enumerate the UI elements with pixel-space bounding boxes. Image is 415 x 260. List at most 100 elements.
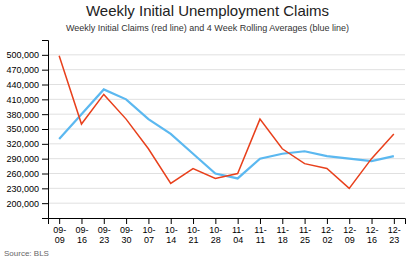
plot: 200,000230,000260,000290,000320,000350,0… bbox=[6, 41, 405, 245]
source: Source: BLS bbox=[4, 249, 49, 258]
y-tick-mark bbox=[42, 174, 48, 175]
grid-line bbox=[48, 114, 405, 115]
x-tick-label: 12-16 bbox=[366, 225, 379, 244]
x-tick-label-line: 07 bbox=[144, 235, 154, 245]
y-tick: 410,000 bbox=[6, 95, 48, 105]
x-tick-label: 10-14 bbox=[165, 225, 178, 244]
y-tick-label: 410,000 bbox=[6, 95, 39, 105]
y-tick: 260,000 bbox=[6, 169, 48, 179]
x-tick-mark bbox=[260, 218, 261, 224]
x-tick-label-line: 23 bbox=[389, 235, 399, 245]
x-tick-label-line: 11 bbox=[256, 235, 265, 245]
y-tick-mark bbox=[42, 70, 48, 71]
y-tick-mark bbox=[42, 129, 48, 130]
y-axis: 200,000230,000260,000290,000320,000350,0… bbox=[6, 41, 48, 219]
x-tick-label: 10-07 bbox=[142, 225, 155, 244]
x-axis-line bbox=[49, 219, 406, 225]
grid-line bbox=[48, 203, 405, 204]
x-tick: 10-21 bbox=[187, 218, 200, 245]
x-tick: 09-16 bbox=[75, 218, 88, 245]
series-line bbox=[59, 56, 394, 189]
y-tick-label: 260,000 bbox=[6, 169, 39, 179]
x-tick-mark bbox=[282, 218, 283, 224]
y-tick-label: 500,000 bbox=[6, 50, 39, 60]
y-tick: 380,000 bbox=[6, 110, 48, 120]
x-tick-label-line: 09 bbox=[55, 235, 65, 245]
x-tick-mark bbox=[305, 218, 306, 224]
x-tick: 12-16 bbox=[366, 218, 379, 245]
y-tick: 320,000 bbox=[6, 139, 48, 149]
grid-line bbox=[48, 173, 405, 174]
y-tick-mark bbox=[42, 114, 48, 115]
y-tick-label: 290,000 bbox=[6, 154, 39, 164]
x-tick-label-line: 16 bbox=[77, 235, 87, 245]
y-tick-mark bbox=[42, 159, 48, 160]
x-tick-label: 09-16 bbox=[75, 225, 88, 244]
y-tick: 290,000 bbox=[6, 154, 48, 164]
x-tick-label-line: 30 bbox=[122, 235, 132, 245]
x-tick-label: 12-02 bbox=[321, 225, 334, 244]
y-tick-label: 350,000 bbox=[6, 124, 39, 134]
title: Weekly Initial Unemployment Claims bbox=[86, 2, 329, 19]
x-tick-label: 11-18 bbox=[277, 225, 289, 244]
x-tick: 09-23 bbox=[98, 218, 111, 245]
y-tick-label: 230,000 bbox=[6, 184, 39, 194]
grid-line bbox=[48, 143, 405, 144]
x-tick-label: 12-23 bbox=[388, 225, 401, 244]
x-tick-mark bbox=[81, 218, 82, 224]
grid-line bbox=[48, 188, 405, 189]
y-tick-mark bbox=[42, 188, 48, 189]
x-tick-mark bbox=[215, 218, 216, 224]
x-tick-label: 11-11 bbox=[254, 225, 266, 244]
x-tick-mark bbox=[59, 218, 60, 224]
x-tick-mark bbox=[104, 218, 105, 224]
x-tick-label-line: 14 bbox=[166, 235, 176, 245]
y-tick: 440,000 bbox=[6, 80, 48, 90]
y-tick-mark bbox=[42, 144, 48, 145]
x-tick: 09-09 bbox=[53, 218, 66, 245]
grid-line bbox=[48, 69, 405, 70]
x-tick-mark bbox=[372, 218, 373, 224]
x-tick-mark bbox=[126, 218, 127, 224]
grid bbox=[48, 55, 405, 203]
grid-line bbox=[48, 84, 405, 85]
y-axis-line bbox=[42, 41, 49, 219]
x-tick-mark bbox=[171, 218, 172, 224]
x-tick: 11-25 bbox=[299, 218, 311, 245]
x-tick-label: 11-04 bbox=[232, 225, 244, 244]
x-tick-label-line: 09 bbox=[345, 235, 355, 245]
x-tick: 11-11 bbox=[254, 218, 266, 245]
y-tick-mark bbox=[42, 203, 48, 204]
series-line bbox=[59, 89, 394, 178]
y-tick: 470,000 bbox=[6, 65, 48, 75]
x-tick-label-line: 18 bbox=[278, 235, 288, 245]
y-tick-label: 380,000 bbox=[6, 110, 39, 120]
x-tick: 11-18 bbox=[277, 218, 289, 245]
y-tick: 500,000 bbox=[6, 50, 48, 60]
x-tick-label-line: 28 bbox=[211, 235, 221, 245]
x-tick: 12-09 bbox=[343, 218, 356, 245]
x-tick: 10-07 bbox=[142, 218, 155, 245]
chart: Weekly Initial Unemployment Claims Weekly… bbox=[0, 0, 415, 260]
x-tick-label-line: 02 bbox=[322, 235, 332, 245]
grid-line bbox=[48, 54, 405, 55]
x-tick: 11-04 bbox=[232, 218, 244, 245]
x-tick-label-line: 23 bbox=[99, 235, 109, 245]
y-tick: 350,000 bbox=[6, 124, 48, 134]
y-tick-mark bbox=[42, 99, 48, 100]
x-tick-mark bbox=[148, 218, 149, 224]
x-tick-label-line: 04 bbox=[233, 235, 243, 245]
x-tick-mark bbox=[327, 218, 328, 224]
y-tick: 230,000 bbox=[6, 184, 48, 194]
x-tick: 10-14 bbox=[165, 218, 178, 245]
x-tick-label-line: 21 bbox=[189, 235, 199, 245]
x-tick: 12-23 bbox=[388, 218, 401, 245]
lines bbox=[59, 56, 394, 189]
x-tick: 10-28 bbox=[209, 218, 222, 245]
x-tick-label: 12-09 bbox=[343, 225, 356, 244]
x-tick-label: 09-23 bbox=[98, 225, 111, 244]
y-tick-label: 470,000 bbox=[6, 65, 39, 75]
subtitle: Weekly Initial Claims (red line) and 4 W… bbox=[66, 23, 349, 33]
y-tick-label: 320,000 bbox=[6, 139, 39, 149]
y-tick-label: 440,000 bbox=[6, 80, 39, 90]
